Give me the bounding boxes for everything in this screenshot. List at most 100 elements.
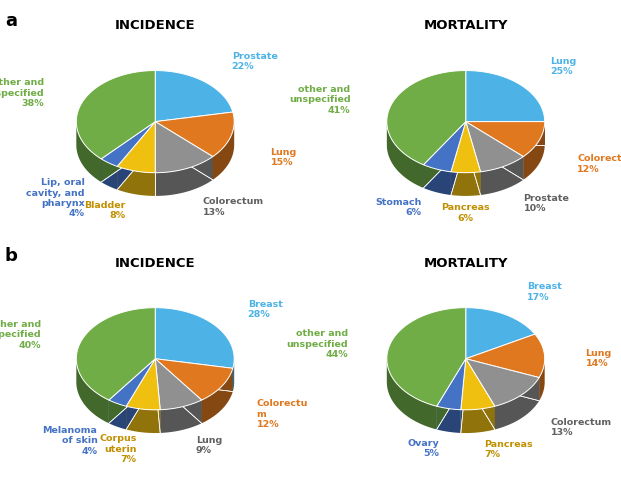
Polygon shape	[101, 122, 155, 182]
Polygon shape	[387, 308, 466, 406]
Polygon shape	[424, 122, 466, 188]
Text: Corpus
uterin
7%: Corpus uterin 7%	[99, 434, 137, 464]
Text: Ovary
5%: Ovary 5%	[408, 439, 440, 458]
Text: other and
unspecified
38%: other and unspecified 38%	[0, 78, 43, 108]
Polygon shape	[437, 406, 461, 433]
Polygon shape	[101, 122, 155, 166]
Polygon shape	[424, 122, 466, 172]
Polygon shape	[155, 359, 160, 433]
Polygon shape	[466, 308, 535, 359]
Polygon shape	[155, 122, 213, 180]
Polygon shape	[126, 359, 155, 429]
Polygon shape	[466, 122, 481, 195]
Polygon shape	[233, 359, 234, 392]
Polygon shape	[155, 359, 233, 392]
Polygon shape	[466, 122, 545, 145]
Polygon shape	[109, 359, 155, 423]
Polygon shape	[466, 359, 495, 429]
Polygon shape	[109, 400, 126, 429]
Text: Colorectu
m
12%: Colorectu m 12%	[256, 399, 308, 429]
Text: INCIDENCE: INCIDENCE	[115, 19, 196, 33]
Polygon shape	[155, 308, 234, 369]
Polygon shape	[387, 123, 424, 188]
Text: Breast
28%: Breast 28%	[248, 299, 283, 319]
Polygon shape	[126, 359, 155, 429]
Polygon shape	[155, 359, 202, 423]
Text: Lip, oral
cavity, and
pharynx
4%: Lip, oral cavity, and pharynx 4%	[26, 178, 84, 218]
Polygon shape	[117, 122, 155, 190]
Text: Prostate
22%: Prostate 22%	[232, 52, 278, 72]
Text: other and
unspecified
44%: other and unspecified 44%	[286, 329, 348, 359]
Polygon shape	[155, 71, 233, 122]
Text: Lung
15%: Lung 15%	[271, 148, 297, 167]
Polygon shape	[466, 71, 545, 122]
Polygon shape	[117, 122, 155, 173]
Polygon shape	[466, 359, 495, 429]
Polygon shape	[437, 359, 466, 429]
Text: MORTALITY: MORTALITY	[424, 19, 508, 33]
Polygon shape	[109, 359, 155, 423]
Polygon shape	[160, 400, 202, 433]
Polygon shape	[76, 308, 155, 400]
Polygon shape	[101, 159, 117, 190]
Polygon shape	[451, 172, 481, 196]
Polygon shape	[155, 359, 202, 410]
Text: Melanoma
of skin
4%: Melanoma of skin 4%	[43, 426, 97, 455]
Polygon shape	[451, 122, 466, 195]
Polygon shape	[466, 122, 524, 180]
Polygon shape	[461, 406, 495, 433]
Polygon shape	[461, 359, 466, 433]
Polygon shape	[117, 166, 155, 196]
Polygon shape	[466, 359, 539, 401]
Polygon shape	[437, 359, 466, 410]
Polygon shape	[466, 122, 524, 172]
Polygon shape	[387, 359, 437, 429]
Polygon shape	[437, 359, 466, 429]
Text: Colorectum
13%: Colorectum 13%	[551, 418, 612, 437]
Polygon shape	[126, 406, 160, 433]
Polygon shape	[461, 359, 466, 433]
Polygon shape	[466, 359, 539, 401]
Polygon shape	[155, 122, 213, 180]
Text: Lung
25%: Lung 25%	[551, 57, 577, 77]
Polygon shape	[155, 157, 213, 196]
Text: a: a	[5, 12, 17, 30]
Text: Lung
14%: Lung 14%	[586, 349, 612, 368]
Polygon shape	[213, 122, 234, 180]
Text: INCIDENCE: INCIDENCE	[115, 256, 196, 270]
Polygon shape	[202, 369, 233, 423]
Text: Breast
17%: Breast 17%	[527, 282, 562, 302]
Text: Prostate
10%: Prostate 10%	[524, 194, 569, 213]
Polygon shape	[155, 122, 213, 173]
Polygon shape	[451, 122, 466, 195]
Text: Pancreas
6%: Pancreas 6%	[442, 204, 490, 223]
Polygon shape	[466, 122, 545, 157]
Polygon shape	[461, 359, 495, 410]
Polygon shape	[155, 359, 233, 392]
Polygon shape	[155, 359, 202, 423]
Polygon shape	[109, 359, 155, 406]
Polygon shape	[495, 377, 539, 429]
Polygon shape	[76, 360, 109, 423]
Polygon shape	[451, 122, 481, 173]
Text: Bladder
8%: Bladder 8%	[84, 201, 125, 220]
Polygon shape	[76, 122, 101, 182]
Polygon shape	[155, 112, 234, 157]
Text: other and
unspecified
41%: other and unspecified 41%	[289, 85, 350, 115]
Text: MORTALITY: MORTALITY	[424, 256, 508, 270]
Polygon shape	[101, 122, 155, 182]
Polygon shape	[466, 122, 481, 195]
Polygon shape	[155, 359, 160, 433]
Polygon shape	[466, 334, 545, 377]
Text: Lung
9%: Lung 9%	[196, 436, 222, 455]
Polygon shape	[155, 359, 233, 400]
Polygon shape	[466, 122, 545, 145]
Polygon shape	[466, 122, 524, 180]
Polygon shape	[424, 165, 451, 195]
Polygon shape	[466, 359, 539, 406]
Polygon shape	[424, 122, 466, 188]
Polygon shape	[524, 122, 545, 180]
Polygon shape	[481, 157, 524, 195]
Text: Colorectum
12%: Colorectum 12%	[578, 155, 621, 174]
Polygon shape	[126, 359, 160, 410]
